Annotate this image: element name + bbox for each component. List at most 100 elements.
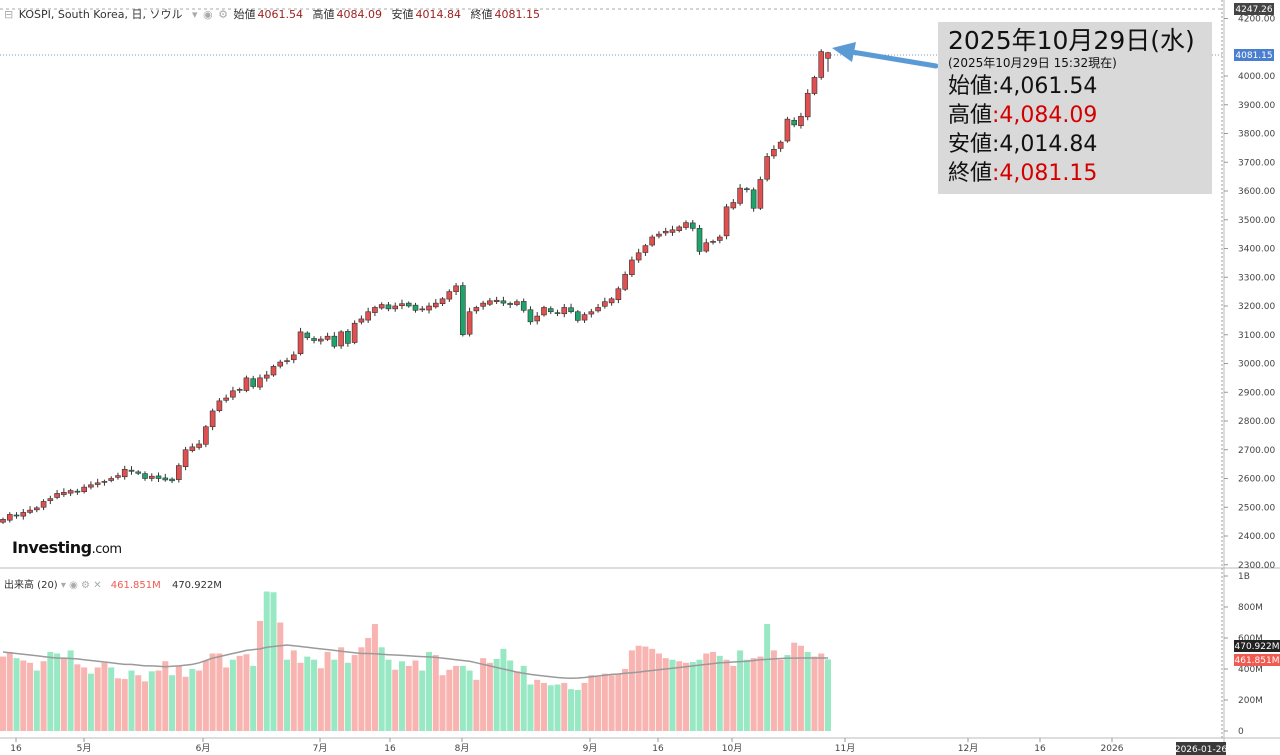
- low-label: 安値: [391, 8, 414, 21]
- chevron-down-icon[interactable]: ▾: [191, 8, 198, 21]
- candle-body: [250, 378, 257, 387]
- price-tick-label: 4000.00: [1238, 72, 1275, 82]
- symbol-label[interactable]: KOSPI, South Korea, 日, ソウル: [18, 8, 183, 21]
- settings-icon[interactable]: ⚙: [81, 580, 91, 591]
- price-tick-label: 2900.00: [1238, 388, 1275, 398]
- volume-bar: [101, 662, 108, 731]
- candle-body: [412, 304, 419, 311]
- candle-body: [345, 330, 351, 344]
- candle-body: [385, 304, 392, 310]
- candle-body: [798, 115, 804, 127]
- candle-body: [216, 400, 223, 411]
- volume-bar: [513, 671, 520, 731]
- volume-bar: [121, 679, 128, 731]
- top-price-tag-bg: [1234, 3, 1274, 15]
- candle-body: [696, 228, 703, 252]
- close-icon[interactable]: ✕: [93, 580, 102, 591]
- candle-body: [318, 338, 324, 342]
- candle-body: [432, 302, 439, 308]
- volume-bar: [601, 673, 608, 731]
- volume-bar: [142, 681, 149, 731]
- volume-bar: [453, 665, 460, 731]
- candle-body: [162, 477, 169, 481]
- candle-body: [392, 305, 399, 310]
- candle-body: [196, 443, 202, 448]
- candle-body: [554, 312, 561, 314]
- volume-bar: [114, 678, 121, 731]
- volume-bar: [155, 670, 162, 731]
- candle-body: [689, 222, 696, 229]
- volume-bar: [669, 659, 676, 731]
- settings-icon[interactable]: ⚙: [218, 8, 228, 21]
- candle-body: [236, 389, 243, 391]
- candle-body: [466, 311, 473, 335]
- open-value: 4061.54: [257, 8, 304, 21]
- candle-body: [263, 374, 270, 379]
- time-end-tag-bg: [1176, 742, 1226, 755]
- candle-body: [243, 377, 250, 391]
- candle-body: [493, 299, 500, 302]
- volume-bar: [202, 660, 209, 731]
- price-tick-label: 3200.00: [1238, 302, 1275, 312]
- volume-bar: [696, 659, 703, 731]
- volume-title[interactable]: 出来高 (20): [4, 580, 58, 591]
- volume-bar: [703, 653, 710, 731]
- volume-bar: [737, 650, 744, 731]
- candle-body: [6, 514, 13, 521]
- candle-body: [115, 475, 121, 478]
- volume-bar: [723, 659, 730, 731]
- candle-body: [284, 360, 290, 362]
- volume-bar: [371, 624, 378, 731]
- volume-bar: [628, 650, 635, 731]
- candle-body: [615, 288, 622, 300]
- candle-body: [534, 315, 541, 322]
- close-value: 4081.15: [494, 8, 541, 21]
- volume-header: 出来高 (20) ▾ ◉ ⚙ ✕ 461.851M 470.922M: [4, 576, 222, 591]
- volume-bar: [365, 638, 372, 731]
- price-tick-label: 2400.00: [1238, 532, 1275, 542]
- volume-bar: [486, 662, 493, 731]
- candle-body: [34, 507, 40, 511]
- candle-body: [426, 305, 432, 311]
- visibility-icon[interactable]: ◉: [69, 580, 78, 591]
- candle-body: [297, 331, 304, 355]
- time-tick-label: 16: [1034, 744, 1046, 754]
- candle-body: [460, 285, 466, 336]
- volume-bar: [743, 659, 750, 731]
- candle-body: [676, 226, 683, 231]
- volume-bar: [54, 653, 61, 731]
- volume-bar: [297, 662, 304, 731]
- candle-body: [791, 119, 797, 126]
- candle-body: [61, 491, 67, 495]
- price-tick-label: 3600.00: [1238, 187, 1275, 197]
- volume-bar: [236, 655, 243, 731]
- volume-bar: [825, 659, 831, 731]
- candle-body: [338, 331, 344, 347]
- volume-bar: [284, 659, 291, 731]
- candle-body: [662, 230, 669, 234]
- chevron-down-icon[interactable]: ▾: [60, 580, 66, 591]
- volume-bars: [0, 591, 831, 731]
- tooltip-timestamp: (2025年10月29日 15:32現在): [948, 56, 1117, 70]
- visibility-icon[interactable]: ◉: [203, 8, 213, 21]
- candle-body: [818, 51, 825, 78]
- brand-main: Investing: [12, 538, 92, 557]
- candle-body: [189, 446, 196, 451]
- volume-bar: [459, 665, 466, 731]
- volume-bar: [317, 668, 324, 731]
- collapse-icon[interactable]: ⊟: [4, 8, 14, 21]
- volume-bar: [47, 651, 54, 731]
- volume-bar: [770, 650, 777, 731]
- volume-bar: [6, 651, 13, 731]
- candle-body: [514, 301, 520, 305]
- time-tick-label: 8月: [455, 743, 470, 754]
- candle-body: [378, 304, 385, 309]
- volume-bar: [344, 662, 351, 731]
- candle-body: [128, 469, 135, 472]
- volume-bar: [277, 622, 284, 731]
- candle-body: [771, 149, 777, 157]
- candle-body: [270, 366, 277, 376]
- candle-body: [595, 307, 601, 312]
- volume-bar: [439, 675, 446, 731]
